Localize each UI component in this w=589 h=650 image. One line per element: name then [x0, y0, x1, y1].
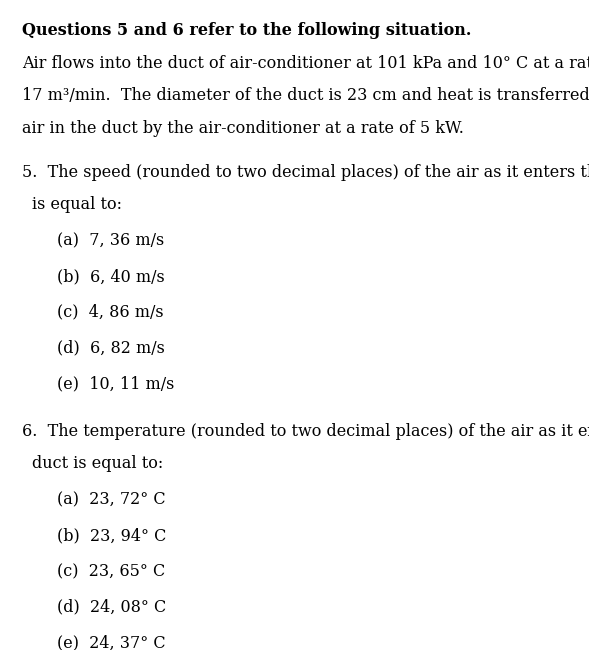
Text: Questions 5 and 6 refer to the following situation.: Questions 5 and 6 refer to the following… [22, 22, 471, 39]
Text: Air flows into the duct of air-conditioner at 101 kPa and 10° C at a rate of: Air flows into the duct of air-condition… [22, 55, 589, 72]
Text: 6.  The temperature (rounded to two decimal places) of the air as it exits the: 6. The temperature (rounded to two decim… [22, 422, 589, 440]
Text: (d)  6, 82 m/s: (d) 6, 82 m/s [57, 340, 165, 357]
Text: (e)  10, 11 m/s: (e) 10, 11 m/s [57, 376, 174, 393]
Text: (e)  24, 37° C: (e) 24, 37° C [57, 634, 166, 650]
Text: is equal to:: is equal to: [32, 196, 121, 213]
Text: (a)  23, 72° C: (a) 23, 72° C [57, 491, 166, 508]
Text: (c)  4, 86 m/s: (c) 4, 86 m/s [57, 304, 164, 321]
Text: (a)  7, 36 m/s: (a) 7, 36 m/s [57, 232, 164, 249]
Text: (c)  23, 65° C: (c) 23, 65° C [57, 563, 166, 580]
Text: duct is equal to:: duct is equal to: [32, 456, 163, 473]
Text: 17 m³/min.  The diameter of the duct is 23 cm and heat is transferred to the: 17 m³/min. The diameter of the duct is 2… [22, 87, 589, 104]
Text: (b)  6, 40 m/s: (b) 6, 40 m/s [57, 268, 165, 285]
Text: (b)  23, 94° C: (b) 23, 94° C [57, 527, 167, 544]
Text: air in the duct by the air-conditioner at a rate of 5 kW.: air in the duct by the air-conditioner a… [22, 120, 464, 136]
Text: 5.  The speed (rounded to two decimal places) of the air as it enters the duct: 5. The speed (rounded to two decimal pla… [22, 164, 589, 181]
Text: (d)  24, 08° C: (d) 24, 08° C [57, 599, 167, 616]
